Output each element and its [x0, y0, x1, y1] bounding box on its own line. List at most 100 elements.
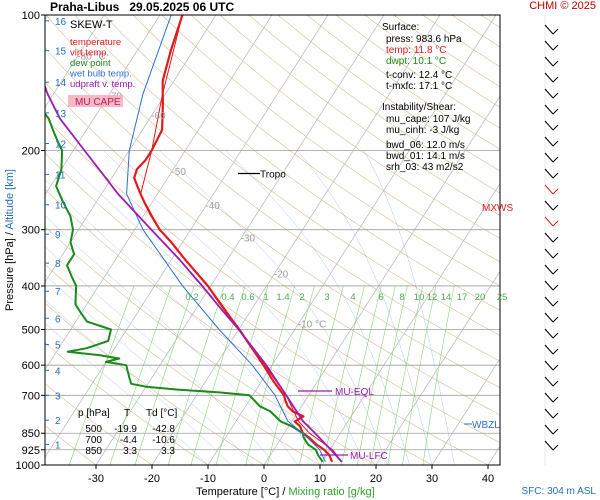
legend-item: virt.temp. [70, 48, 109, 59]
wind-barb-staff [544, 168, 554, 179]
table-cell: 700 [85, 435, 102, 446]
pressure-tick-label: 700 [22, 390, 40, 402]
isotherm [431, 358, 500, 465]
mixing-ratio-line [134, 285, 195, 465]
table-cell: -10.6 [152, 435, 175, 446]
dry-adiabat [45, 425, 97, 465]
isotherm [375, 270, 500, 465]
mixing-ratio-label: 10 [414, 292, 425, 303]
wind-barb-flag [552, 140, 559, 147]
isotherm [45, 15, 217, 283]
wind-barb-staff [544, 280, 554, 291]
pressure-tick-label: 100 [22, 10, 40, 22]
grid-lines [45, 15, 600, 475]
station-title: Praha-Libus 29.05.2025 06 UTC [50, 0, 234, 14]
mixing-ratio-line [402, 285, 437, 465]
wind-barb-flag [552, 444, 559, 451]
mu-eql-label: MU-EQL [335, 387, 374, 398]
isotherm-label: -10 °C [298, 319, 326, 330]
wind-barb-flag [552, 172, 559, 179]
dry-adiabat [45, 152, 489, 465]
y-axis-label: Pressure [hPa] / Altitude [km] [4, 169, 16, 311]
dry-adiabat [132, 15, 500, 287]
mixing-ratio-line [109, 285, 172, 465]
dry-adiabat [219, 15, 500, 216]
moist-adiabat [363, 150, 455, 465]
mixing-ratio-label: 0.6 [241, 292, 254, 303]
wind-barb-flag [552, 92, 559, 99]
mixing-ratio-label: 1 [263, 292, 268, 303]
legend-item: wet bulb temp. [69, 69, 132, 80]
wind-barb-flag [552, 204, 559, 211]
series-temperature [133, 15, 334, 463]
altitude-tick-label: 10 [55, 201, 67, 212]
wind-barb-staff [544, 328, 554, 339]
wind-barb-staff [544, 24, 554, 35]
mu-lfc-label: MU-LFC [350, 451, 388, 462]
mixing-ratio-label: 4 [350, 292, 355, 303]
altitude-tick-label: 1 [55, 440, 61, 451]
wbzl-label: WBZL [472, 420, 500, 431]
wind-barb-staff [544, 424, 554, 435]
mixing-ratio-line [215, 285, 269, 465]
dry-adiabat [161, 15, 500, 263]
tconv-value: t-conv: 12.4 °C [386, 70, 452, 81]
instability-row: srh_03: 43 m2/s2 [386, 162, 464, 173]
wind-barb-staff [544, 200, 554, 211]
instability-row: bwd_01: 14.1 m/s [386, 151, 465, 162]
wind-barb-staff [544, 152, 554, 163]
sounding-datetime: 29.05.2025 06 UTC [129, 0, 235, 14]
x-axis-label: Temperature [°C] / Mixing ratio [g/kg] [196, 486, 375, 498]
isotherm [45, 15, 105, 108]
dry-adiabat [190, 15, 500, 239]
wind-barb-flag [552, 60, 559, 67]
altitude-tick-label: 16 [55, 17, 67, 28]
table-cell: -42.8 [152, 424, 175, 435]
mixing-ratio-label: 0.2 [185, 292, 198, 303]
levels-table: p [hPa] T Td [°C] 500 -19.9 -42.8 700 -4.4 -10.6… [78, 408, 177, 457]
wind-barb-staff [544, 248, 554, 259]
wind-barb-flag [552, 108, 559, 115]
mixing-ratio-line [245, 285, 295, 465]
wind-barb-staff [544, 376, 554, 387]
wind-barb-flag [552, 252, 559, 259]
wind-barb-flag [552, 220, 559, 227]
x-tick-label: 10 [314, 473, 326, 485]
mixing-ratio-label: 17 [457, 292, 468, 303]
tropo-label: Tropo [260, 169, 286, 180]
altitude-tick-label: 6 [55, 314, 61, 325]
mu-cape-label: MU CAPE [75, 97, 121, 108]
mixing-ratio-label: 25 [497, 292, 508, 303]
dry-adiabat [510, 15, 600, 475]
surface-title: Surface: [382, 22, 419, 33]
wind-barb-flag [552, 156, 559, 163]
moist-adiabat [159, 150, 388, 465]
isotherm [263, 95, 500, 465]
table-cell: 850 [85, 446, 102, 457]
table-cell: -19.9 [114, 424, 137, 435]
wind-barb-flag [552, 44, 559, 51]
mixing-ratio-label: 6 [378, 292, 383, 303]
series-dew_point [45, 112, 324, 463]
x-label-sep: / [279, 486, 289, 498]
wind-barb-flag [552, 412, 559, 419]
isotherm-label: -40 [205, 201, 220, 212]
mixing-ratio-line [267, 285, 315, 465]
instability-row: bwd_06: 12.0 m/s [386, 140, 465, 151]
dry-adiabat [45, 302, 265, 465]
isotherm-label: -80 °C [77, 51, 105, 62]
wind-barb-staff [544, 408, 554, 419]
wind-barbs [544, 15, 559, 465]
mixing-ratio-line [190, 285, 246, 465]
legend-item: udpraft v. temp. [70, 79, 135, 90]
moist-adiabat [45, 246, 276, 465]
altitude-tick-label: 3 [55, 391, 61, 402]
mixing-ratio-line [356, 285, 396, 465]
isotherm [538, 15, 600, 475]
dry-adiabat [74, 15, 500, 336]
wind-barb-staff [544, 360, 554, 371]
isotherm [319, 183, 500, 465]
pressure-tick-label: 600 [22, 360, 40, 372]
wind-barb-staff [544, 104, 554, 115]
